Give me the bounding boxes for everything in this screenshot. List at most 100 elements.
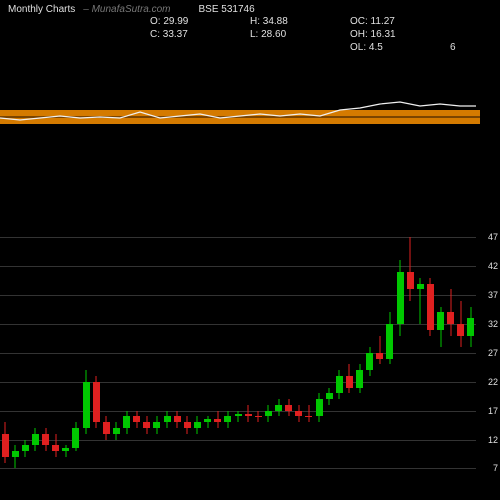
candle-body	[316, 399, 323, 416]
y-tick-label: 32	[488, 319, 498, 329]
candle[interactable]	[397, 220, 404, 480]
candle[interactable]	[103, 220, 110, 480]
candle[interactable]	[285, 220, 292, 480]
candle[interactable]	[62, 220, 69, 480]
candle[interactable]	[346, 220, 353, 480]
candle-body	[32, 434, 39, 446]
candle[interactable]	[437, 220, 444, 480]
candle-body	[295, 411, 302, 417]
low-val: L: 28.60	[250, 29, 340, 40]
candle-body	[224, 416, 231, 422]
candle[interactable]	[417, 220, 424, 480]
candle-body	[427, 284, 434, 330]
candle-wick	[410, 237, 411, 301]
candle[interactable]	[447, 220, 454, 480]
candle-body	[235, 414, 242, 417]
indicator-pane	[0, 70, 480, 130]
y-tick-label: 22	[488, 377, 498, 387]
candle[interactable]	[2, 220, 9, 480]
candle[interactable]	[174, 220, 181, 480]
candle[interactable]	[356, 220, 363, 480]
candle-body	[457, 324, 464, 336]
candle-body	[2, 434, 9, 457]
candle[interactable]	[316, 220, 323, 480]
open-val: O: 29.99	[150, 16, 240, 27]
candle-body	[184, 422, 191, 428]
candle-body	[42, 434, 49, 446]
candle[interactable]	[93, 220, 100, 480]
candle[interactable]	[467, 220, 474, 480]
last-val: 6	[450, 42, 490, 53]
ohlc-info: O: 29.99 H: 34.88 OC: 11.27 C: 33.37 L: …	[150, 16, 490, 53]
candle-body	[214, 419, 221, 422]
candle[interactable]	[265, 220, 272, 480]
candle[interactable]	[214, 220, 221, 480]
candle-body	[83, 382, 90, 428]
candle-wick	[65, 445, 66, 457]
close-val: C: 33.37	[150, 29, 240, 40]
candle-body	[397, 272, 404, 324]
candle[interactable]	[143, 220, 150, 480]
candle[interactable]	[224, 220, 231, 480]
candle-body	[153, 422, 160, 428]
candle[interactable]	[12, 220, 19, 480]
candle-body	[93, 382, 100, 422]
candle-body	[143, 422, 150, 428]
candle[interactable]	[386, 220, 393, 480]
candle-body	[336, 376, 343, 393]
candle[interactable]	[255, 220, 262, 480]
candle-body	[133, 416, 140, 422]
indicator-line	[0, 70, 480, 130]
chart-title: Monthly Charts	[8, 4, 75, 15]
candle-wick	[238, 411, 239, 423]
candle[interactable]	[245, 220, 252, 480]
candle-body	[437, 312, 444, 329]
candle[interactable]	[457, 220, 464, 480]
candle[interactable]	[153, 220, 160, 480]
candle[interactable]	[32, 220, 39, 480]
candle[interactable]	[83, 220, 90, 480]
candle[interactable]	[42, 220, 49, 480]
candle[interactable]	[326, 220, 333, 480]
candle[interactable]	[164, 220, 171, 480]
candle-body	[52, 445, 59, 451]
candle[interactable]	[52, 220, 59, 480]
candle[interactable]	[376, 220, 383, 480]
candle[interactable]	[194, 220, 201, 480]
candle[interactable]	[113, 220, 120, 480]
candle-body	[386, 324, 393, 359]
y-axis-labels: 71217222732374247	[478, 220, 498, 480]
candle-body	[255, 416, 262, 417]
candle[interactable]	[72, 220, 79, 480]
candle[interactable]	[235, 220, 242, 480]
candle-wick	[15, 445, 16, 468]
ol-val: OL: 4.5	[350, 42, 440, 53]
candle[interactable]	[407, 220, 414, 480]
high-val: H: 34.88	[250, 16, 340, 27]
candle[interactable]	[204, 220, 211, 480]
candle-body	[245, 414, 252, 417]
candle-body	[103, 422, 110, 434]
y-tick-label: 27	[488, 348, 498, 358]
candle[interactable]	[133, 220, 140, 480]
candle[interactable]	[22, 220, 29, 480]
oh-val: OH: 16.31	[350, 29, 440, 40]
candle-body	[467, 318, 474, 335]
candle-body	[22, 445, 29, 451]
chart-header: Monthly Charts – MunafaSutra.com BSE 531…	[0, 0, 500, 50]
y-tick-label: 47	[488, 232, 498, 242]
candle[interactable]	[184, 220, 191, 480]
candle[interactable]	[123, 220, 130, 480]
candle[interactable]	[366, 220, 373, 480]
candle[interactable]	[305, 220, 312, 480]
candle-body	[417, 284, 424, 290]
candle[interactable]	[336, 220, 343, 480]
candle-wick	[207, 416, 208, 428]
candle-body	[204, 419, 211, 422]
candlestick-chart[interactable]	[0, 220, 476, 480]
y-tick-label: 37	[488, 290, 498, 300]
candle[interactable]	[295, 220, 302, 480]
candle[interactable]	[275, 220, 282, 480]
candle[interactable]	[427, 220, 434, 480]
candle-body	[275, 405, 282, 411]
